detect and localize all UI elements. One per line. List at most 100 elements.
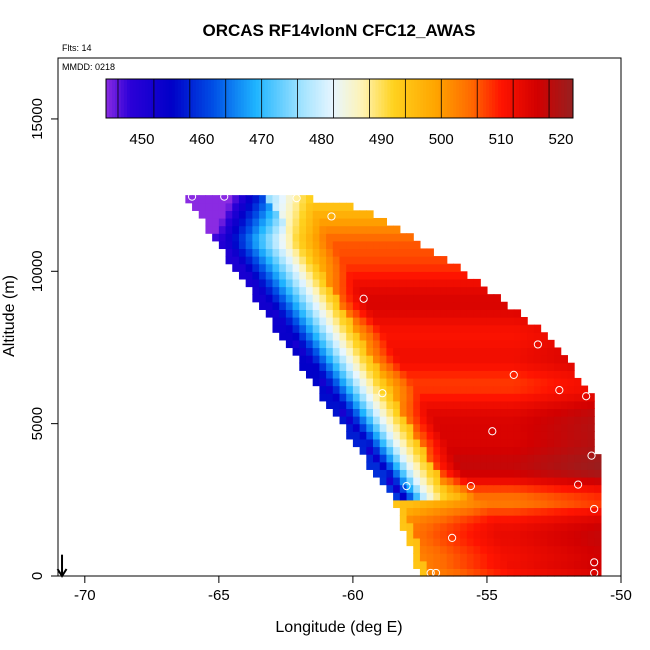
heatmap-cell xyxy=(413,339,421,349)
heatmap-cell xyxy=(507,537,515,547)
heatmap-cell xyxy=(413,454,421,463)
colorbar-segment xyxy=(207,79,212,118)
heatmap-cell xyxy=(379,370,388,379)
heatmap-cell xyxy=(446,416,455,425)
heatmap-cell xyxy=(493,530,501,539)
heatmap-cell xyxy=(285,217,294,227)
heatmap-cell xyxy=(399,446,408,455)
heatmap-cell xyxy=(480,545,488,554)
colorbar-segment xyxy=(396,79,400,118)
heatmap-cell xyxy=(460,362,468,371)
heatmap-cell xyxy=(198,210,207,219)
heatmap-cell xyxy=(413,438,421,448)
heatmap-cell xyxy=(359,286,367,295)
colorbar-segment xyxy=(483,79,487,118)
colorbar-segment xyxy=(222,79,227,118)
heatmap-cell xyxy=(500,530,508,539)
heatmap-cell xyxy=(460,568,468,577)
heatmap-cell xyxy=(473,446,481,455)
colorbar-segment xyxy=(321,79,326,118)
heatmap-cell xyxy=(527,332,535,341)
colorbar-segment xyxy=(441,79,445,118)
colorbar-segment xyxy=(567,79,571,118)
heatmap-cell xyxy=(527,339,535,349)
heatmap-cell xyxy=(574,553,582,562)
heatmap-cell xyxy=(352,370,361,379)
colorbar-segment xyxy=(258,79,263,118)
heatmap-cell xyxy=(399,339,408,349)
heatmap-cell xyxy=(225,233,233,242)
heatmap-cell xyxy=(386,416,394,425)
heatmap-cell xyxy=(305,202,314,211)
heatmap-cell xyxy=(426,370,434,379)
heatmap-cell xyxy=(567,492,575,501)
sample-point xyxy=(431,568,441,578)
heatmap-cell xyxy=(393,256,401,265)
heatmap-cell xyxy=(507,499,515,509)
heatmap-cell xyxy=(285,278,294,288)
heatmap-cell xyxy=(480,476,488,486)
heatmap-cell xyxy=(446,522,455,531)
heatmap-cell xyxy=(359,301,367,310)
heatmap-cell xyxy=(339,263,347,272)
colorbar-segment xyxy=(339,79,343,118)
heatmap-cell xyxy=(580,522,589,531)
heatmap-cell xyxy=(480,339,488,349)
heatmap-cell xyxy=(560,530,568,539)
heatmap-cell xyxy=(373,416,381,425)
heatmap-cell xyxy=(446,263,455,272)
heatmap-cell xyxy=(406,278,414,288)
heatmap-cell xyxy=(352,248,361,257)
heatmap-cell xyxy=(507,515,515,524)
heatmap-cell xyxy=(373,233,381,242)
heatmap-cell xyxy=(366,217,374,227)
heatmap-cell xyxy=(346,286,354,295)
colorbar-segment xyxy=(177,79,182,118)
heatmap-cell xyxy=(238,248,247,257)
heatmap-cell xyxy=(453,438,461,448)
colorbar-segment xyxy=(312,79,317,118)
heatmap-cell xyxy=(326,317,334,326)
heatmap-cell xyxy=(426,317,434,326)
heatmap-cell xyxy=(513,461,522,470)
heatmap-cell xyxy=(399,294,408,303)
colorbar-segment xyxy=(405,79,409,118)
heatmap-cell xyxy=(493,507,501,516)
heatmap-cell xyxy=(232,217,240,227)
heatmap-cell xyxy=(574,400,582,410)
heatmap-cell xyxy=(553,454,562,463)
heatmap-cell xyxy=(560,393,568,402)
heatmap-cell xyxy=(466,568,475,577)
heatmap-cell xyxy=(379,438,388,448)
heatmap-cell xyxy=(285,339,294,349)
heatmap-cell xyxy=(446,393,455,402)
heatmap-cell xyxy=(500,545,508,554)
heatmap-cell xyxy=(533,377,542,387)
heatmap-cell xyxy=(232,210,240,219)
colorbar-segment xyxy=(201,79,206,118)
heatmap-cell xyxy=(339,210,347,219)
heatmap-cell xyxy=(393,476,401,486)
heatmap-cell xyxy=(312,332,320,341)
heatmap-cell xyxy=(285,195,294,204)
heatmap-cell xyxy=(366,286,374,295)
heatmap-cell xyxy=(486,347,495,356)
heatmap-cell xyxy=(433,454,441,463)
heatmap-cell xyxy=(513,568,522,577)
heatmap-cell xyxy=(560,507,568,516)
heatmap-cell xyxy=(587,423,595,432)
heatmap-cell xyxy=(379,461,388,470)
heatmap-cell xyxy=(493,568,501,577)
heatmap-cell xyxy=(500,484,508,493)
heatmap-cell xyxy=(513,408,522,417)
heatmap-cell xyxy=(292,271,300,280)
heatmap-cell xyxy=(580,438,589,448)
heatmap-cell xyxy=(386,446,394,455)
heatmap-cell xyxy=(386,461,394,470)
heatmap-cell xyxy=(346,309,354,318)
colorbar-segment xyxy=(456,79,460,118)
heatmap-cell xyxy=(540,370,548,379)
heatmap-cell xyxy=(460,377,468,387)
heatmap-cell xyxy=(594,545,602,554)
heatmap-cell xyxy=(419,347,428,356)
